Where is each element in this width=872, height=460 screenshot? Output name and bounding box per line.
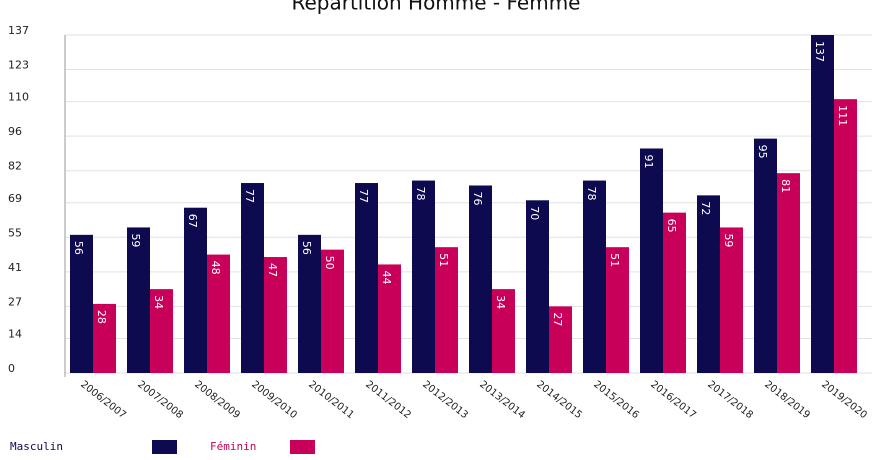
value-label: 59 [129,233,142,247]
y-tick-label: 41 [8,261,22,274]
value-label: 51 [437,253,450,267]
x-tick-label: 2007/2008 [135,379,185,421]
value-label: 72 [699,201,712,215]
bar [207,254,230,373]
value-label: 77 [357,189,370,203]
x-tick-label: 2013/2014 [477,379,527,421]
value-label: 56 [300,241,313,255]
x-tick-label: 2017/2018 [705,379,755,421]
x-tick-label: 2012/2013 [420,379,470,421]
bar [241,183,264,373]
bar [549,306,572,373]
y-tick-label: 0 [8,362,15,375]
x-tick-label: 2006/2007 [78,379,128,421]
value-label: 137 [813,41,826,62]
y-tick-label: 55 [8,226,22,239]
bar [754,138,777,373]
bar [777,173,800,373]
value-label: 111 [836,105,849,126]
y-tick-label: 123 [8,59,29,72]
value-label: 67 [186,214,199,228]
y-tick-label: 96 [8,125,22,138]
y-tick-label: 82 [8,160,22,173]
value-label: 34 [494,295,507,309]
bar [298,234,321,373]
bar [93,303,116,373]
value-label: 56 [72,241,85,255]
bar [811,35,834,373]
bar [70,234,93,373]
x-tick-label: 2019/2020 [819,379,869,421]
bar [378,264,401,373]
value-label: 50 [323,256,336,270]
bar [697,195,720,373]
bar [412,180,435,373]
bar [834,99,857,373]
bar [355,183,378,373]
value-label: 77 [243,189,256,203]
bar [663,212,686,373]
bar [640,148,663,373]
value-label: 70 [528,206,541,220]
bar [264,257,287,373]
x-tick-label: 2009/2010 [249,379,299,421]
x-tick-label: 2016/2017 [648,379,698,421]
legend-label: Masculin [10,440,63,453]
value-label: 34 [152,295,165,309]
legend-label: Féminin [210,440,256,453]
bar [150,289,173,373]
value-label: 47 [266,263,279,277]
value-label: 78 [585,187,598,201]
bar [606,247,629,373]
value-label: 78 [414,187,427,201]
bar [583,180,606,373]
value-label: 59 [722,233,735,247]
x-tick-label: 2014/2015 [534,379,584,421]
bar [469,185,492,373]
legend-swatch [152,440,177,454]
value-label: 91 [642,154,655,168]
x-tick-label: 2015/2016 [591,379,641,421]
y-tick-label: 69 [8,192,22,205]
bar [720,227,743,373]
value-label: 28 [95,310,108,324]
value-label: 81 [779,179,792,193]
bar [321,249,344,373]
x-tick-label: 2008/2009 [192,379,242,421]
value-label: 65 [665,219,678,233]
value-label: 27 [551,312,564,326]
y-tick-label: 110 [8,91,29,104]
bar [526,200,549,373]
bar [184,207,207,373]
bar [435,247,458,373]
x-tick-label: 2010/2011 [306,379,356,421]
y-tick-label: 14 [8,327,22,340]
bar [127,227,150,373]
value-label: 44 [380,270,393,284]
y-tick-label: 27 [8,295,22,308]
value-label: 76 [471,191,484,205]
legend-swatch [290,440,315,454]
bar [492,289,515,373]
x-tick-label: 2018/2019 [762,379,812,421]
value-label: 51 [608,253,621,267]
y-tick-label: 137 [8,24,29,37]
value-label: 95 [756,145,769,159]
value-label: 48 [209,261,222,275]
chart-title: Répartition Homme - Femme [291,0,580,15]
x-tick-label: 2011/2012 [363,379,413,421]
